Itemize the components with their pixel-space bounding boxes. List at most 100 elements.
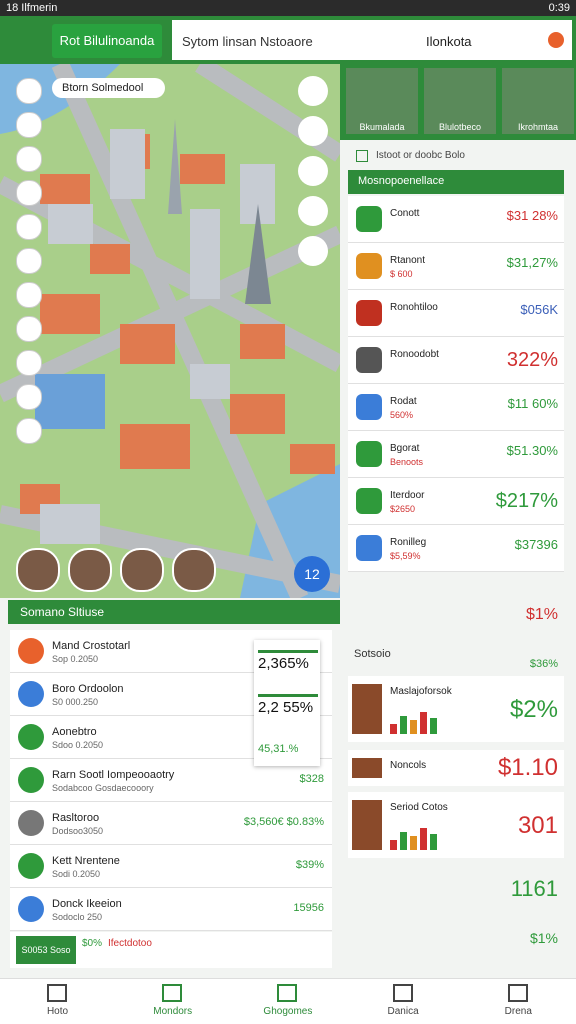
avatar-name: Blulotbeco bbox=[438, 122, 482, 132]
mini-bar bbox=[420, 828, 427, 850]
map-tool-icon[interactable] bbox=[298, 116, 328, 146]
nav-label: Hoto bbox=[46, 1006, 69, 1017]
status-bar bbox=[0, 0, 576, 16]
right-name: Ronohtiloo bbox=[390, 302, 438, 313]
right-row[interactable] bbox=[348, 478, 564, 525]
map-tool-icon[interactable] bbox=[298, 196, 328, 226]
right-icon bbox=[356, 394, 382, 420]
row-icon bbox=[18, 767, 44, 793]
right-row[interactable] bbox=[348, 290, 564, 337]
map-side-icon[interactable] bbox=[16, 282, 42, 308]
right-value: $31,27% bbox=[506, 255, 558, 270]
footer-value: $0% bbox=[82, 938, 103, 949]
right-row[interactable] bbox=[348, 431, 564, 478]
row-icon bbox=[18, 896, 44, 922]
right-row[interactable] bbox=[348, 243, 564, 290]
map-badge[interactable]: 12 bbox=[294, 556, 330, 592]
map-side-icon[interactable] bbox=[16, 384, 42, 410]
map-tool-icon[interactable] bbox=[298, 76, 328, 106]
right-row[interactable] bbox=[348, 196, 564, 243]
avatar-name: Bkumalada bbox=[359, 122, 405, 132]
row-sub: Sdoo 0.2050 bbox=[52, 740, 104, 750]
map-side-icon[interactable] bbox=[16, 180, 42, 206]
mini-bar bbox=[390, 840, 397, 850]
card-name: Seriod Cotos bbox=[390, 802, 448, 813]
list-row[interactable] bbox=[10, 802, 332, 845]
mini-bar bbox=[410, 720, 417, 734]
list-row[interactable] bbox=[10, 888, 332, 931]
right-name: Bgorat bbox=[390, 443, 420, 454]
list-row[interactable] bbox=[10, 845, 332, 888]
mini-bar bbox=[430, 834, 437, 850]
row-sub: Dodsoo3050 bbox=[52, 826, 104, 836]
right-icon bbox=[356, 206, 382, 232]
right-row[interactable] bbox=[348, 337, 564, 384]
popup bbox=[254, 640, 320, 766]
card-icon bbox=[352, 684, 382, 734]
right-name: Rtanont bbox=[390, 255, 426, 266]
row-sub: Sodi 0.2050 bbox=[52, 869, 101, 879]
search-box[interactable] bbox=[172, 20, 572, 60]
row-name: Rarn Sootl Iompeooaotry bbox=[52, 769, 175, 781]
right-name: Conott bbox=[390, 208, 420, 219]
right-value: 322% bbox=[506, 349, 558, 371]
list-title: Mosnopoenellace bbox=[358, 175, 445, 187]
mini-bar bbox=[400, 716, 407, 734]
right-name: Rodat bbox=[390, 396, 417, 407]
map-side-icon[interactable] bbox=[16, 316, 42, 342]
row-name: Mand Crostotarl bbox=[52, 640, 131, 652]
left-section-title: Somano Sltiuse bbox=[20, 605, 105, 619]
right-icon bbox=[356, 441, 382, 467]
list-row[interactable] bbox=[10, 759, 332, 802]
row-icon bbox=[18, 638, 44, 664]
row-name: Boro Ordoolon bbox=[52, 683, 124, 695]
back-button[interactable] bbox=[8, 24, 34, 54]
footer-label: Ifectdotoo bbox=[108, 938, 152, 949]
right-icon bbox=[356, 488, 382, 514]
row-sub: S0 000.250 bbox=[52, 697, 99, 707]
card-name: Noncols bbox=[390, 760, 427, 771]
map-side-icon[interactable] bbox=[16, 112, 42, 138]
stat-card bbox=[348, 676, 564, 742]
tail-value: $1% bbox=[529, 930, 558, 946]
nav-icon bbox=[47, 984, 67, 1002]
nav-label: Drena bbox=[504, 1006, 532, 1017]
section-value: $36% bbox=[529, 658, 558, 670]
nav-icon bbox=[162, 984, 183, 1002]
left-section-header bbox=[8, 600, 340, 624]
popup-value: 2,365% bbox=[258, 650, 318, 672]
right-icon bbox=[356, 535, 382, 561]
map-tool-icon[interactable] bbox=[298, 236, 328, 266]
map-label[interactable]: Btorn Solmedool bbox=[52, 78, 166, 98]
right-value: $11 60% bbox=[507, 396, 558, 411]
right-name: Iterdoor bbox=[390, 490, 425, 501]
map-side-icon[interactable] bbox=[16, 146, 42, 172]
map-side-icon[interactable] bbox=[16, 350, 42, 376]
map-side-icon[interactable] bbox=[16, 214, 42, 240]
footer-button[interactable]: S0053 Soso bbox=[16, 936, 76, 964]
checkbox[interactable] bbox=[356, 150, 368, 162]
right-row[interactable] bbox=[348, 525, 564, 572]
map-tool-icon[interactable] bbox=[298, 156, 328, 186]
header-button[interactable]: Rot Bilulinoanda bbox=[52, 24, 162, 58]
nav-icon bbox=[277, 984, 298, 1002]
row-icon bbox=[18, 853, 44, 879]
right-sub: $5,59% bbox=[390, 551, 421, 561]
right-row[interactable] bbox=[348, 384, 564, 431]
row-name: Rasltoroo bbox=[52, 812, 100, 824]
map-side-icon[interactable] bbox=[16, 418, 42, 444]
map-side-icon[interactable] bbox=[16, 78, 42, 104]
right-icon bbox=[356, 253, 382, 279]
row-icon bbox=[18, 681, 44, 707]
nav-label: Danica bbox=[387, 1006, 419, 1017]
nav-label: Ghogomes bbox=[263, 1006, 313, 1017]
row-value: $3,560€ $0.83% bbox=[243, 816, 324, 828]
right-value: $217% bbox=[495, 490, 558, 512]
popup-value: 45,31.% bbox=[258, 743, 299, 755]
card-icon bbox=[352, 800, 382, 850]
right-icon bbox=[356, 347, 382, 373]
mini-bar bbox=[420, 712, 427, 734]
right-sub: Benoots bbox=[390, 457, 424, 467]
map-side-icon[interactable] bbox=[16, 248, 42, 274]
